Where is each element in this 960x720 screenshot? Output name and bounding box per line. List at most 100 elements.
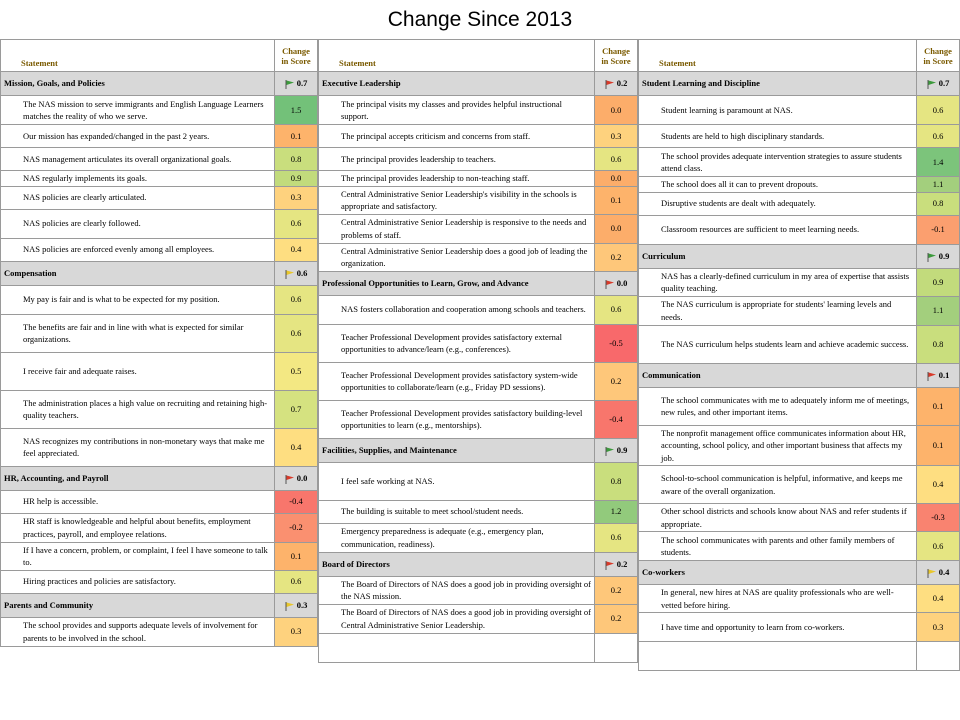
score-cell: 0.3 — [594, 124, 638, 148]
score-cell: 0.8 — [274, 147, 318, 171]
score-cell: 0.6 — [916, 124, 960, 148]
score-cell: 0.6 — [916, 95, 960, 125]
survey-table-middle: Statement Change in Score Executive Leaders… — [318, 39, 638, 663]
statement-row: The principal accepts criticism and conc… — [318, 124, 638, 148]
category-name: Parents and Community — [0, 592, 275, 618]
category-row: Student Learning and Discipline 0.7 — [638, 71, 960, 96]
statement-text: Teacher Professional Development provide… — [318, 323, 595, 363]
score-cell: 0.2 — [594, 361, 638, 401]
score-cell: 0.8 — [594, 461, 638, 501]
score-cell: 1.1 — [916, 295, 960, 326]
statement-row: NAS policies are enforced evenly among a… — [0, 237, 318, 262]
statement-header: Statement — [638, 39, 917, 72]
category-row: Mission, Goals, and Policies 0.7 — [0, 71, 318, 96]
score-cell: 0.3 — [916, 612, 960, 642]
statement-row: HR help is accessible. -0.4 — [0, 489, 318, 514]
category-score-cell: 0.0 — [594, 270, 638, 296]
header-row: Statement Change in Score — [638, 39, 960, 72]
statement-row: NAS regularly implements its goals. 0.9 — [0, 170, 318, 187]
statement-row: The benefits are fair and in line with w… — [0, 313, 318, 353]
statement-text: The administration places a high value o… — [0, 389, 275, 429]
statement-row: Teacher Professional Development provide… — [318, 399, 638, 439]
statement-row: The nonprofit management office communic… — [638, 424, 960, 466]
statement-row: I receive fair and adequate raises. 0.5 — [0, 351, 318, 391]
statement-text: HR help is accessible. — [0, 489, 275, 514]
statement-text: If I have a concern, problem, or complai… — [0, 541, 275, 571]
category-name: Professional Opportunities to Learn, Gro… — [318, 270, 595, 296]
statement-row: The school communicates with me to adequ… — [638, 386, 960, 426]
score-cell: 0.9 — [274, 170, 318, 187]
statement-row: NAS recognizes my contributions in non-m… — [0, 427, 318, 467]
change-header-line1: Change — [282, 45, 310, 56]
flag-icon — [605, 279, 615, 289]
score-cell: 1.5 — [274, 95, 318, 125]
category-score-cell: 0.7 — [274, 71, 318, 96]
statement-text: Students are held to high disciplinary s… — [638, 124, 917, 148]
score-cell: 0.0 — [594, 95, 638, 125]
statement-row: Our mission has expanded/changed in the … — [0, 124, 318, 148]
statement-header: Statement — [318, 39, 595, 72]
category-score-cell: 0.7 — [916, 71, 960, 96]
header-row: Statement Change in Score — [0, 39, 318, 72]
statement-text: The principal accepts criticism and conc… — [318, 124, 595, 148]
score-cell: 0.6 — [594, 147, 638, 171]
score-cell: 0.6 — [594, 522, 638, 553]
score-cell: 0.6 — [594, 294, 638, 325]
flag-icon — [285, 474, 295, 484]
category-name: Communication — [638, 362, 917, 388]
statement-text: The school provides adequate interventio… — [638, 147, 917, 177]
statement-row: NAS policies are clearly articulated. 0.3 — [0, 185, 318, 210]
statement-row: Central Administrative Senior Leadership… — [318, 213, 638, 244]
score-cell: 1.4 — [916, 147, 960, 177]
category-row: Executive Leadership 0.2 — [318, 71, 638, 96]
statement-text: NAS regularly implements its goals. — [0, 170, 275, 187]
statement-row: Disruptive students are dealt with adequ… — [638, 191, 960, 216]
flag-icon — [927, 252, 937, 262]
statement-row: The school does all it can to prevent dr… — [638, 176, 960, 193]
statement-text: My pay is fair and is what to be expecte… — [0, 284, 275, 315]
score-cell: 1.2 — [594, 499, 638, 524]
statement-row: I feel safe working at NAS. 0.8 — [318, 461, 638, 501]
survey-table-right: Statement Change in Score Student Learning … — [638, 39, 960, 671]
column-middle: Statement Change in Score Executive Leaders… — [318, 39, 638, 663]
score-cell: 0.6 — [274, 284, 318, 315]
statement-row: The Board of Directors of NAS does a goo… — [318, 575, 638, 605]
column-right: Statement Change in Score Student Learning … — [638, 39, 960, 671]
statement-text: The principal provides leadership to non… — [318, 170, 595, 187]
category-score: 0.3 — [296, 599, 308, 610]
statement-text: The school communicates with me to adequ… — [638, 386, 917, 426]
score-cell: 0.1 — [274, 124, 318, 148]
statement-text: Classroom resources are sufficient to me… — [638, 214, 917, 245]
category-name: Facilities, Supplies, and Maintenance — [318, 437, 595, 463]
statement-row: NAS fosters collaboration and cooperatio… — [318, 294, 638, 325]
statement-row: Classroom resources are sufficient to me… — [638, 214, 960, 245]
score-cell: 0.1 — [594, 185, 638, 215]
category-row: Curriculum 0.9 — [638, 243, 960, 269]
blank-cell — [318, 632, 595, 663]
statement-text: The benefits are fair and in line with w… — [0, 313, 275, 353]
change-header-line2: in Score — [923, 55, 953, 66]
change-header-line1: Change — [602, 45, 630, 56]
statement-row: The building is suitable to meet school/… — [318, 499, 638, 524]
category-score-cell: 0.9 — [594, 437, 638, 463]
statement-text: Central Administrative Senior Leadership… — [318, 213, 595, 244]
blank-row — [318, 632, 638, 663]
flag-icon — [927, 569, 937, 579]
statement-row: My pay is fair and is what to be expecte… — [0, 284, 318, 315]
statement-row: NAS policies are clearly followed. 0.6 — [0, 208, 318, 239]
statement-text: The school provides and supports adequat… — [0, 616, 275, 647]
statement-text: School-to-school communication is helpfu… — [638, 465, 917, 504]
category-name: Student Learning and Discipline — [638, 71, 917, 96]
score-cell: 0.5 — [274, 351, 318, 391]
category-score: 0.2 — [616, 78, 628, 89]
statement-row: Central Administrative Senior Leadership… — [318, 185, 638, 215]
category-score-cell: 0.6 — [274, 260, 318, 286]
category-score: 0.7 — [938, 78, 950, 89]
statement-text: Teacher Professional Development provide… — [318, 361, 595, 401]
category-score-cell: 0.9 — [916, 243, 960, 269]
score-cell: 0.2 — [594, 242, 638, 272]
score-cell: 0.1 — [274, 541, 318, 571]
statement-row: The school provides adequate interventio… — [638, 147, 960, 177]
category-row: Professional Opportunities to Learn, Gro… — [318, 270, 638, 296]
category-score-cell: 0.3 — [274, 592, 318, 618]
